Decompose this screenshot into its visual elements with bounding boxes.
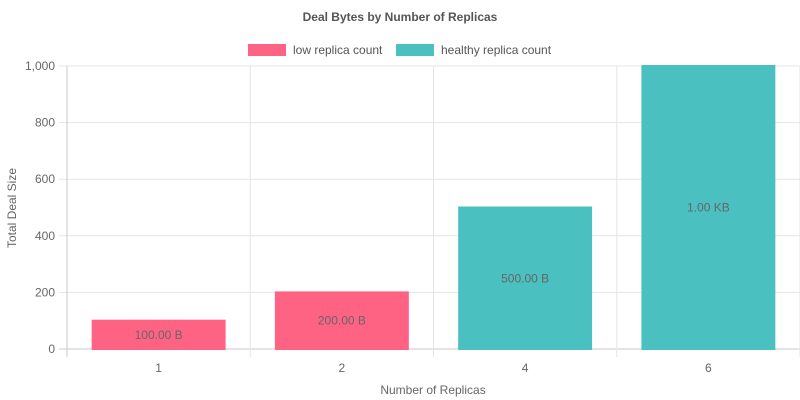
y-tick-label: 800 [35, 116, 55, 130]
bar-data-labels: 100.00 B 200.00 B 500.00 B 1.00 KB [135, 201, 730, 342]
y-tick-label: 200 [35, 285, 55, 299]
y-tick-label: 0 [48, 342, 55, 356]
bar-healthy-replica-count-6[interactable] [641, 65, 776, 350]
y-tick-label: 1,000 [25, 59, 55, 73]
y-tick-label: 600 [35, 172, 55, 186]
bars [91, 65, 776, 351]
y-axis-title: Total Deal Size [5, 168, 19, 248]
x-tick-label: 2 [339, 361, 346, 375]
legend: low replica count healthy replica count [248, 43, 552, 57]
x-axis: 1 2 4 6 [155, 361, 712, 375]
x-axis-title: Number of Replicas [380, 383, 485, 397]
bar-data-label: 100.00 B [135, 328, 183, 342]
legend-swatch-low-replica-count[interactable] [248, 44, 286, 56]
y-axis: 0 200 400 600 800 1,000 [25, 59, 55, 356]
chart-title: Deal Bytes by Number of Replicas [303, 10, 498, 24]
x-tick-label: 4 [522, 361, 529, 375]
y-tick-label: 400 [35, 229, 55, 243]
bar-data-label: 1.00 KB [687, 201, 730, 215]
bar-low-replica-count-1[interactable] [91, 319, 226, 351]
bar-low-replica-count-2[interactable] [274, 291, 409, 350]
bar-data-label: 500.00 B [501, 271, 549, 285]
legend-swatch-healthy-replica-count[interactable] [396, 44, 434, 56]
x-tick-label: 1 [155, 361, 162, 375]
x-tick-label: 6 [705, 361, 712, 375]
bar-data-label: 200.00 B [318, 314, 366, 328]
bar-healthy-replica-count-4[interactable] [458, 206, 593, 350]
legend-label-low-replica-count[interactable]: low replica count [293, 43, 383, 57]
legend-label-healthy-replica-count[interactable]: healthy replica count [441, 43, 552, 57]
